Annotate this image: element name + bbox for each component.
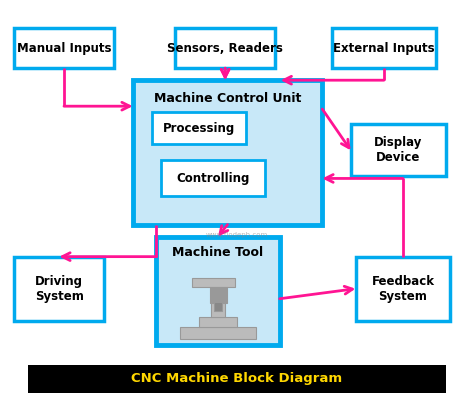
FancyBboxPatch shape xyxy=(356,257,450,321)
FancyBboxPatch shape xyxy=(161,160,265,196)
FancyBboxPatch shape xyxy=(152,112,246,144)
Bar xyxy=(214,302,222,311)
FancyBboxPatch shape xyxy=(175,28,275,68)
Text: Display
Device: Display Device xyxy=(374,136,422,164)
Text: Processing: Processing xyxy=(163,122,235,135)
Bar xyxy=(180,327,256,339)
Text: Driving
System: Driving System xyxy=(35,275,84,303)
FancyBboxPatch shape xyxy=(332,28,436,68)
Text: Machine Tool: Machine Tool xyxy=(173,246,264,259)
FancyBboxPatch shape xyxy=(14,28,114,68)
FancyBboxPatch shape xyxy=(351,124,446,176)
FancyBboxPatch shape xyxy=(28,365,446,393)
Text: Controlling: Controlling xyxy=(177,172,250,185)
Text: External Inputs: External Inputs xyxy=(333,42,435,55)
FancyBboxPatch shape xyxy=(14,257,104,321)
Text: www.flodeph.com: www.flodeph.com xyxy=(206,232,268,237)
Bar xyxy=(192,278,235,287)
FancyBboxPatch shape xyxy=(133,80,322,225)
FancyBboxPatch shape xyxy=(156,237,280,345)
Text: CNC Machine Block Diagram: CNC Machine Block Diagram xyxy=(131,373,343,385)
Text: Sensors, Readers: Sensors, Readers xyxy=(167,42,283,55)
Text: Manual Inputs: Manual Inputs xyxy=(17,42,111,55)
Bar xyxy=(211,283,225,317)
Bar xyxy=(210,287,227,303)
Text: Machine Control Unit: Machine Control Unit xyxy=(154,92,301,105)
Text: Feedback
System: Feedback System xyxy=(372,275,434,303)
Bar xyxy=(199,317,237,327)
